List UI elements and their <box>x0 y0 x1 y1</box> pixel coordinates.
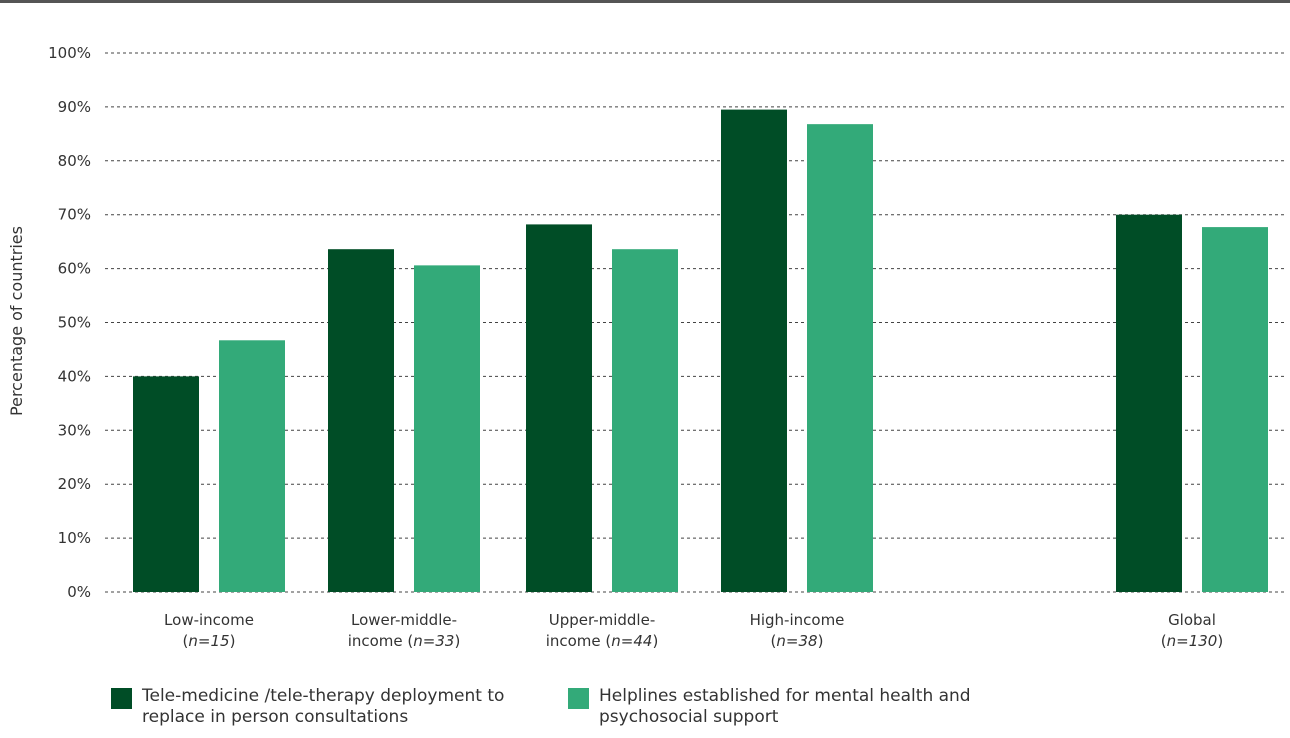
legend-swatch-helplines <box>568 688 589 709</box>
y-tick-label: 50% <box>58 314 91 332</box>
bar-helplines <box>219 340 285 592</box>
y-tick-label: 40% <box>58 367 91 385</box>
x-axis-categories: Low-income (n=15) Lower-middle-income (n=3… <box>164 611 1223 650</box>
y-tick-label: 60% <box>58 260 91 278</box>
category-sample-size: (n=38) <box>771 632 824 650</box>
gridlines <box>105 52 1287 593</box>
bars <box>133 109 1268 593</box>
y-axis-ticks: 0% 10% 20% 30% 40% 50% 60% 70% 80% 90% 100% <box>48 44 91 601</box>
bar-helplines <box>612 249 678 593</box>
legend-label-telemedicine: Tele-medicine /tele-therapy deployment t… <box>142 686 505 727</box>
bar-telemedicine <box>133 376 199 592</box>
bar-chart: 0% 10% 20% 30% 40% 50% 60% 70% 80% 90% 100% Low-in… <box>7 44 1287 650</box>
bar-helplines <box>807 124 873 592</box>
legend-swatch-telemedicine <box>111 688 132 709</box>
bar-helplines <box>1202 227 1268 593</box>
y-tick-label: 90% <box>58 98 91 116</box>
top-rule <box>0 0 1290 3</box>
y-tick-label: 0% <box>67 583 91 601</box>
y-tick-label: 20% <box>58 475 91 493</box>
category-label: Lower-middle- <box>351 611 457 629</box>
y-tick-label: 10% <box>58 529 91 547</box>
category-label: Low-income <box>164 611 254 629</box>
category-sample-size: income (n=33) <box>348 632 461 650</box>
legend-item-helplines: Helplines established for mental health … <box>568 686 989 728</box>
y-tick-label: 70% <box>58 206 91 224</box>
y-tick-label: 30% <box>58 421 91 439</box>
legend-label-helplines: Helplines established for mental health … <box>599 686 971 727</box>
category-label: High-income <box>750 611 845 629</box>
y-tick-label: 100% <box>48 44 91 62</box>
bar-telemedicine <box>1116 214 1182 592</box>
category-sample-size: (n=130) <box>1161 632 1223 650</box>
bar-telemedicine <box>721 109 787 592</box>
y-axis-label: Percentage of countries <box>7 226 26 416</box>
category-sample-size: (n=15) <box>183 632 236 650</box>
category-label: Global <box>1168 611 1216 629</box>
category-sample-size: income (n=44) <box>546 632 659 650</box>
bar-telemedicine <box>328 249 394 593</box>
bar-telemedicine <box>526 224 592 593</box>
bar-helplines <box>414 265 480 592</box>
legend-item-telemedicine: Tele-medicine /tele-therapy deployment t… <box>111 686 532 728</box>
category-label: Upper-middle- <box>549 611 656 629</box>
y-tick-label: 80% <box>58 152 91 170</box>
